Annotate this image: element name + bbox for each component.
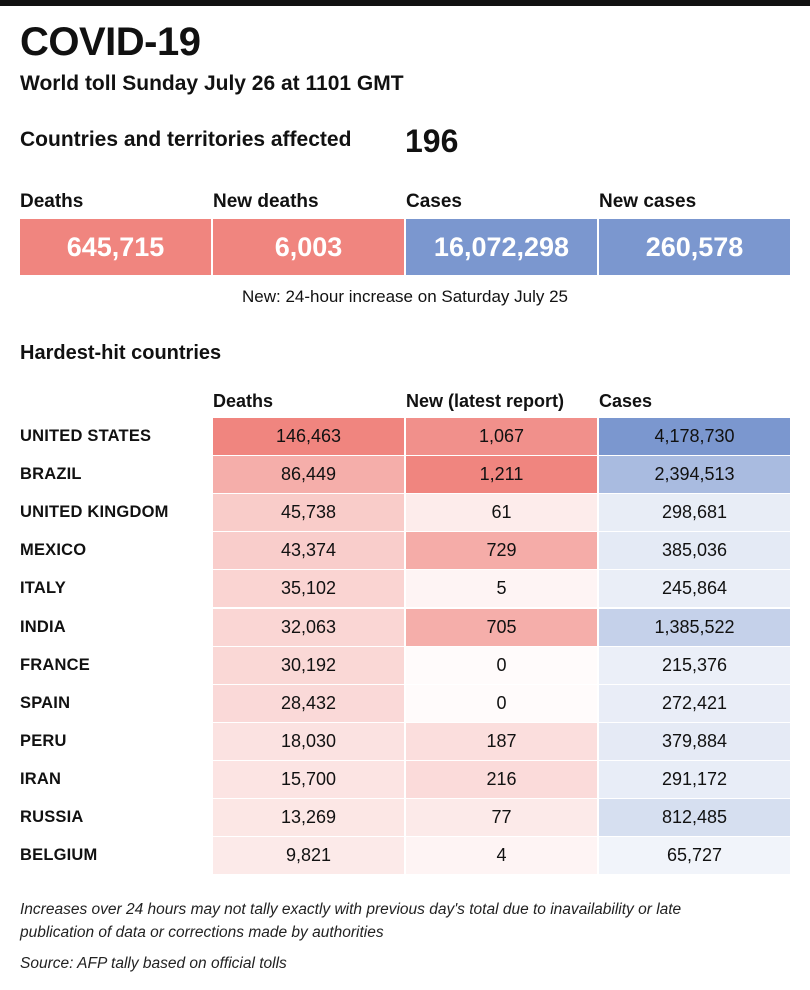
column-header-deaths: Deaths — [213, 391, 274, 411]
deaths-cell: 18,030 — [213, 722, 404, 760]
affected-value: 196 — [405, 123, 459, 159]
deaths-cell: 32,063 — [213, 608, 404, 646]
country-name: FRANCE — [20, 655, 90, 674]
column-header-cases: Cases — [599, 391, 653, 411]
country-name: PERU — [20, 731, 67, 750]
new-cell: 61 — [406, 494, 597, 532]
country-name: SPAIN — [20, 693, 71, 712]
country-name: ITALY — [20, 579, 66, 598]
table-row: SPAIN 28,432 0 272,421 — [0, 684, 810, 723]
stat-label-new-cases: New cases — [599, 191, 697, 212]
new-cell: 0 — [406, 646, 597, 684]
deaths-cell: 30,192 — [213, 646, 404, 684]
new-cell: 216 — [406, 760, 597, 798]
country-name: RUSSIA — [20, 808, 84, 826]
new-cell: 5 — [406, 570, 597, 608]
country-name: BRAZIL — [20, 465, 82, 484]
table-row: BRAZIL 86,449 1,211 2,394,513 — [0, 456, 810, 494]
deaths-cell: 9,821 — [213, 837, 404, 875]
new-increase-note: New: 24-hour increase on Saturday July 2… — [241, 287, 568, 306]
cases-cell: 298,681 — [599, 494, 790, 532]
column-header-new: New (latest report) — [406, 391, 565, 411]
cases-cell: 65,727 — [599, 837, 790, 875]
table-row: MEXICO 43,374 729 385,036 — [0, 532, 810, 570]
cases-cell: 291,172 — [599, 760, 790, 798]
deaths-cell: 43,374 — [213, 532, 404, 570]
table-row: UNITED STATES 146,463 1,067 4,178,730 — [0, 418, 810, 456]
table-row: FRANCE 30,192 0 215,376 — [0, 646, 810, 685]
new-cell: 77 — [406, 799, 597, 836]
cases-cell: 812,485 — [599, 799, 790, 836]
deaths-cell: 45,738 — [213, 494, 404, 532]
country-name: MEXICO — [20, 541, 87, 560]
country-name: IRAN — [20, 769, 62, 788]
stat-box-cases: 16,072,298 — [406, 219, 597, 275]
source-note: Source: AFP tally based on official toll… — [20, 955, 287, 972]
stat-box-new-deaths: 6,003 — [213, 219, 404, 275]
stat-label-new-deaths: New deaths — [213, 191, 319, 212]
page-subtitle: World toll Sunday July 26 at 1101 GMT — [20, 72, 404, 95]
country-name: UNITED KINGDOM — [20, 503, 169, 522]
deaths-cell: 15,700 — [213, 760, 404, 798]
cases-cell: 215,376 — [599, 646, 790, 684]
footnote: Increases over 24 hours may not tally ex… — [20, 901, 682, 941]
deaths-cell: 35,102 — [213, 570, 404, 608]
stat-label-deaths: Deaths — [20, 191, 84, 212]
new-cell: 1,211 — [406, 456, 597, 494]
new-cell: 729 — [406, 532, 597, 570]
new-cell: 4 — [406, 837, 597, 875]
table-row: PERU 18,030 187 379,884 — [0, 722, 810, 761]
cases-cell: 4,178,730 — [599, 418, 790, 455]
deaths-cell: 146,463 — [213, 418, 404, 455]
stat-box-deaths: 645,715 — [20, 219, 211, 275]
table-row: BELGIUM 9,821 4 65,727 — [0, 837, 810, 875]
new-cell: 705 — [406, 608, 597, 646]
cases-cell: 385,036 — [599, 532, 790, 570]
cases-cell: 1,385,522 — [599, 608, 790, 646]
country-name: BELGIUM — [20, 846, 98, 865]
top-bar — [0, 0, 810, 6]
table-row: ITALY 35,102 5 245,864 — [0, 570, 810, 608]
table-row: IRAN 15,700 216 291,172 — [0, 760, 810, 799]
page-title: COVID-19 — [20, 20, 201, 64]
stat-box-new-cases: 260,578 — [599, 219, 790, 275]
deaths-cell: 86,449 — [213, 456, 404, 494]
cases-cell: 2,394,513 — [599, 456, 790, 494]
deaths-cell: 28,432 — [213, 684, 404, 722]
country-name: INDIA — [20, 617, 66, 636]
deaths-cell: 13,269 — [213, 799, 404, 836]
cases-cell: 245,864 — [599, 570, 790, 608]
table-row: RUSSIA 13,269 77 812,485 — [0, 799, 810, 837]
new-cell: 187 — [406, 722, 597, 760]
stat-label-cases: Cases — [406, 191, 462, 212]
cases-cell: 379,884 — [599, 722, 790, 760]
table-row: UNITED KINGDOM 45,738 61 298,681 — [0, 494, 810, 532]
table-row: INDIA 32,063 705 1,385,522 — [0, 608, 810, 647]
new-cell: 1,067 — [406, 418, 597, 455]
country-name: UNITED STATES — [20, 427, 152, 445]
cases-cell: 272,421 — [599, 684, 790, 722]
section-title: Hardest-hit countries — [20, 342, 222, 364]
new-cell: 0 — [406, 684, 597, 722]
affected-label: Countries and territories affected — [20, 128, 352, 151]
